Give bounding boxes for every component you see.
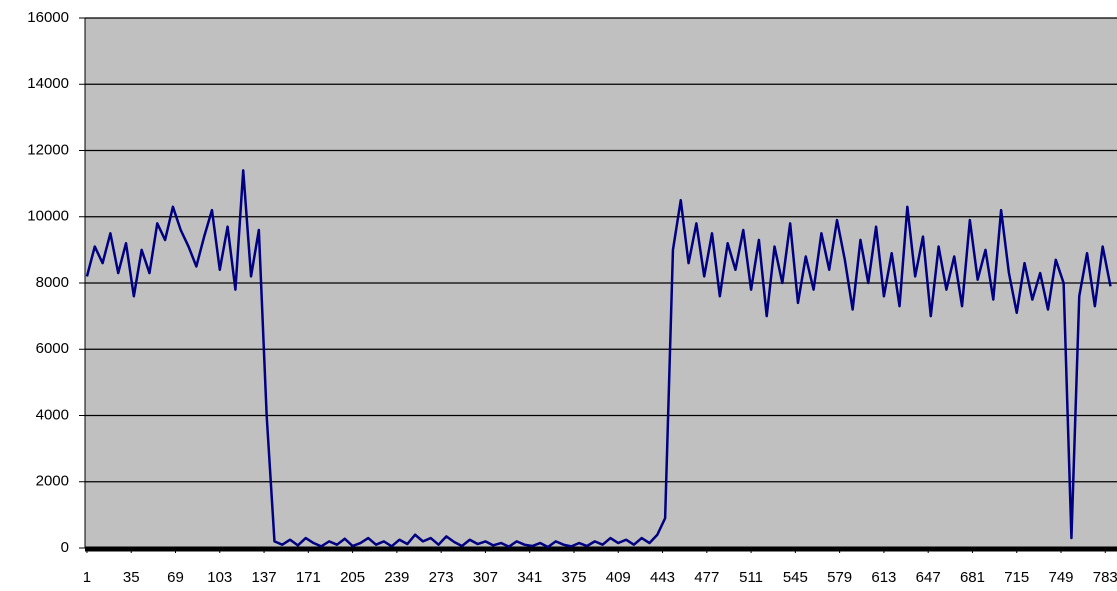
- y-tick-label: 2000: [36, 473, 69, 490]
- x-tick-label: 409: [606, 569, 631, 586]
- x-tick-label: 443: [650, 569, 675, 586]
- x-tick-label: 273: [429, 569, 454, 586]
- x-tick-label: 545: [783, 569, 808, 586]
- x-tick-label: 307: [473, 569, 498, 586]
- y-tick-label: 8000: [36, 274, 69, 291]
- x-tick-label: 1: [83, 569, 91, 586]
- x-tick-label: 69: [167, 569, 184, 586]
- y-tick-label: 12000: [27, 141, 69, 158]
- x-tick-label: 579: [827, 569, 852, 586]
- y-tick-label: 16000: [27, 9, 69, 26]
- x-tick-label: 511: [739, 569, 763, 586]
- x-tick-label: 35: [123, 569, 140, 586]
- x-tick-label: 137: [252, 569, 277, 586]
- data-line: [85, 169, 1112, 549]
- y-tick-label: 10000: [27, 208, 69, 225]
- x-tick-label: 171: [296, 569, 321, 586]
- x-tick-label: 647: [916, 569, 941, 586]
- x-tick-label: 715: [1004, 569, 1029, 586]
- y-tick-label: 6000: [36, 340, 69, 357]
- x-tick-label: 783: [1093, 569, 1117, 586]
- y-tick-label: 0: [61, 539, 69, 556]
- x-tick-label: 375: [561, 569, 586, 586]
- x-tick-label: 205: [340, 569, 365, 586]
- y-tick-label: 14000: [27, 75, 69, 92]
- x-tick-label: 613: [871, 569, 896, 586]
- x-tick-label: 341: [517, 569, 542, 586]
- x-tick-label: 103: [207, 569, 232, 586]
- x-tick-label: 239: [384, 569, 409, 586]
- x-tick-label: 749: [1048, 569, 1073, 586]
- y-tick-label: 4000: [36, 406, 69, 423]
- x-tick-label: 477: [694, 569, 719, 586]
- x-tick-label: 681: [960, 569, 985, 586]
